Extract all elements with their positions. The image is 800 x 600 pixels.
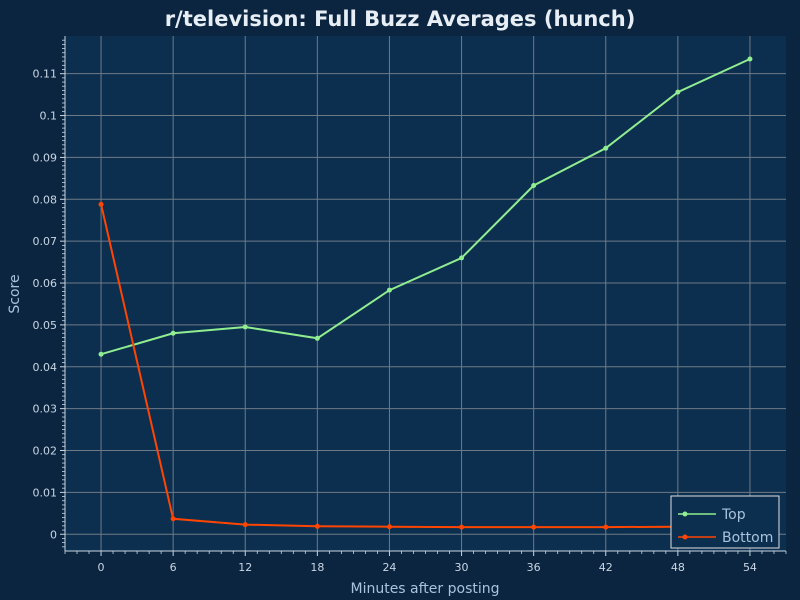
legend-label-top: Top <box>721 507 746 523</box>
y-tick-label: 0.02 <box>33 445 58 458</box>
y-tick-label: 0.09 <box>33 151 58 164</box>
legend-marker-bottom <box>682 534 688 540</box>
data-point-top <box>314 335 320 341</box>
data-point-top <box>747 56 753 62</box>
legend-label-bottom: Bottom <box>722 530 773 546</box>
data-point-bottom <box>170 516 176 522</box>
data-point-top <box>531 182 537 188</box>
y-tick-label: 0.1 <box>40 110 58 123</box>
data-point-top <box>386 287 392 293</box>
chart-title: r/television: Full Buzz Averages (hunch) <box>165 7 636 31</box>
y-tick-label: 0.04 <box>33 361 58 374</box>
x-tick-label: 54 <box>743 561 757 574</box>
x-tick-label: 12 <box>238 561 252 574</box>
x-tick-label: 24 <box>382 561 396 574</box>
y-tick-label: 0 <box>50 528 57 541</box>
data-point-top <box>675 89 681 95</box>
y-tick-label: 0.08 <box>33 193 58 206</box>
data-point-bottom <box>459 524 465 530</box>
data-point-top <box>242 324 248 330</box>
plot-area <box>65 36 786 551</box>
x-tick-label: 30 <box>455 561 469 574</box>
y-tick-label: 0.03 <box>33 403 58 416</box>
data-point-bottom <box>242 522 248 528</box>
y-tick-label: 0.05 <box>33 319 58 332</box>
series-line-bottom <box>100 204 750 529</box>
series-line-top <box>100 58 751 356</box>
legend: Top Bottom <box>670 495 780 549</box>
x-tick-label: 18 <box>310 561 324 574</box>
data-point-bottom <box>603 524 609 530</box>
data-point-bottom <box>531 524 537 530</box>
x-tick-label: 6 <box>170 561 177 574</box>
x-axis-label: Minutes after posting <box>350 581 499 597</box>
data-point-bottom <box>98 201 104 207</box>
y-axis-label: Score <box>7 274 23 313</box>
x-tick-label: 36 <box>527 561 541 574</box>
y-tick-label: 0.11 <box>33 68 58 81</box>
y-tick-label: 0.06 <box>33 277 58 290</box>
grid <box>65 36 786 551</box>
data-point-top <box>170 330 176 336</box>
x-tick-label: 0 <box>98 561 105 574</box>
x-tick-label: 42 <box>599 561 613 574</box>
legend-box <box>670 495 780 549</box>
series-layer <box>98 56 753 530</box>
data-point-bottom <box>386 524 392 530</box>
axes: 0 6 12 18 24 30 36 42 48 54 0 0.01 0.02 0.03 0.04 0.05 0… <box>33 36 787 574</box>
data-point-bottom <box>314 523 320 529</box>
data-point-top <box>459 255 465 261</box>
legend-marker-top <box>682 511 688 517</box>
data-point-top <box>98 351 104 357</box>
data-point-top <box>603 145 609 151</box>
y-tick-label: 0.07 <box>33 235 58 248</box>
x-tick-label: 48 <box>671 561 685 574</box>
y-tick-label: 0.01 <box>33 486 58 499</box>
